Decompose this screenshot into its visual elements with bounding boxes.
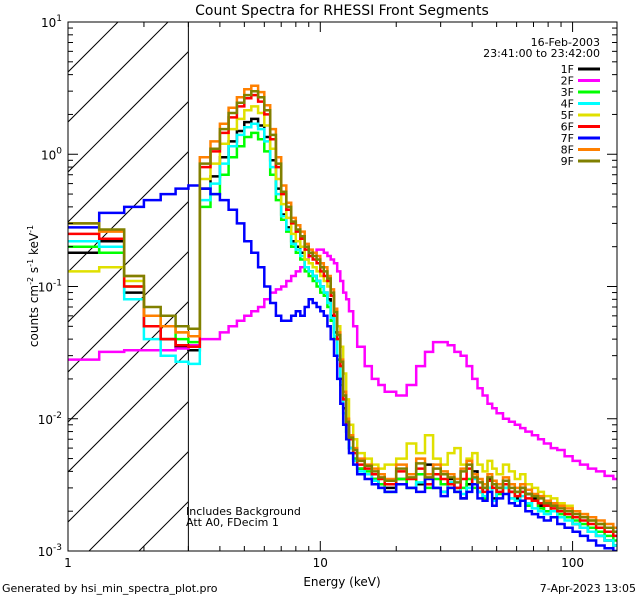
hatch-line-11 <box>88 450 189 551</box>
legend-label-1F: 1F <box>561 63 574 76</box>
footer-generator: Generated by hsi_min_spectra_plot.pro <box>2 582 218 595</box>
hatch-line-4 <box>68 100 189 223</box>
legend-label-8F: 8F <box>561 144 574 157</box>
x-axis-label: Energy (keV) <box>303 575 380 589</box>
y-tick-label: 101 <box>41 14 62 30</box>
series-5F <box>68 105 617 533</box>
x-tick-label: 10 <box>313 556 328 570</box>
x-tick-label: 1 <box>64 556 72 570</box>
y-tick-label: 10-2 <box>38 411 62 427</box>
chart-title: Count Spectra for RHESSI Front Segments <box>195 3 489 19</box>
y-tick-label: 10-1 <box>38 279 62 295</box>
hatch-line-7 <box>68 250 189 373</box>
series-3F <box>68 131 617 542</box>
series-1F <box>68 117 617 547</box>
legend-label-5F: 5F <box>561 109 574 122</box>
y-tick-label: 10-3 <box>38 543 62 559</box>
y-tick-label: 100 <box>41 146 62 162</box>
footer-timestamp: 7-Apr-2023 13:05 <box>539 582 636 595</box>
legend-label-4F: 4F <box>561 98 574 111</box>
legend-label-9F: 9F <box>561 155 574 168</box>
legend-label-3F: 3F <box>561 86 574 99</box>
series-2F <box>68 248 617 481</box>
legend-label-6F: 6F <box>561 121 574 134</box>
series-7F <box>68 184 617 551</box>
hatch-line-10 <box>68 400 189 523</box>
time-range-label: 23:41:00 to 23:42:00 <box>483 47 600 60</box>
hatch-line-3 <box>68 50 189 173</box>
legend-label-7F: 7F <box>561 132 574 145</box>
x-tick-label: 100 <box>561 556 584 570</box>
hatch-line-6 <box>68 200 189 323</box>
axis-ticks: 1 10 100 10-3 10-2 10-1 100 101 <box>38 14 617 570</box>
annotation-background: Includes Background <box>186 505 301 518</box>
series-lines <box>68 84 617 551</box>
hatch-line-9 <box>68 350 189 473</box>
legend-label-2F: 2F <box>561 75 574 88</box>
series-4F <box>68 122 617 547</box>
date-label: 16-Feb-2003 <box>531 36 600 49</box>
series-9F <box>68 89 617 533</box>
y-axis-label: counts cm-2 s-1 keV-1 <box>26 225 41 347</box>
annotation-attenuator: Att A0, FDecim 1 <box>186 516 279 529</box>
hatched-region <box>68 22 189 551</box>
hatch-line-2 <box>68 22 169 123</box>
